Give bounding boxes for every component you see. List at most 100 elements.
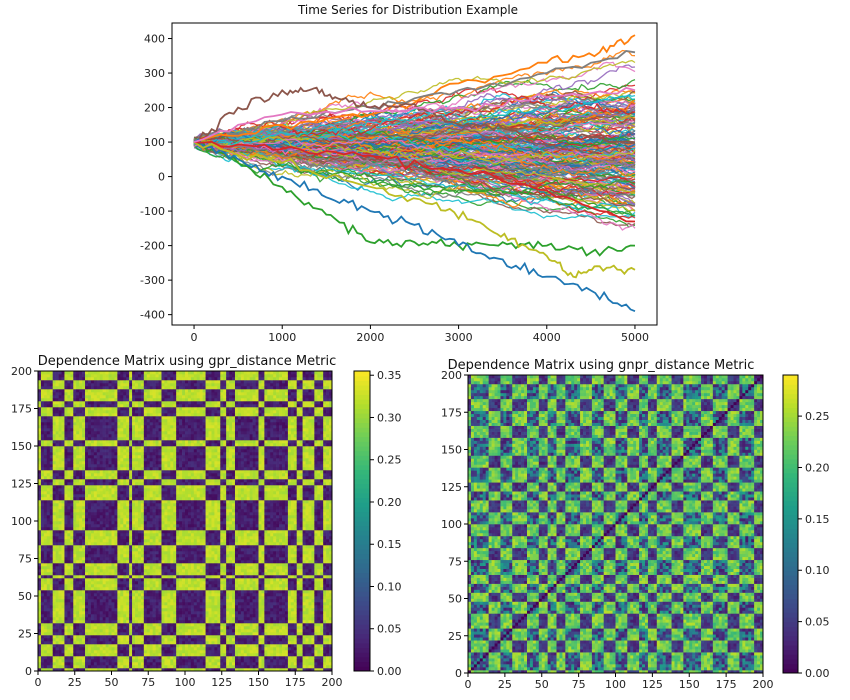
heatmap-cell [149, 404, 153, 408]
heatmap-cell [126, 656, 130, 660]
heatmap-cell [61, 521, 65, 525]
heatmap-cell [146, 431, 151, 435]
heatmap-cell [79, 476, 83, 480]
heatmap-cell [102, 428, 106, 432]
heatmap-cell [140, 593, 145, 597]
heatmap-cell [38, 497, 42, 501]
heatmap-cell [85, 608, 89, 612]
heatmap-cell [173, 656, 177, 660]
heatmap-cell [129, 389, 133, 393]
heatmap-cell [176, 638, 180, 642]
heatmap-cell [173, 443, 177, 447]
heatmap-cell [55, 608, 59, 612]
heatmap-cell [126, 632, 130, 636]
heatmap-cell [114, 635, 118, 639]
heatmap-cell [143, 428, 148, 432]
heatmap-cell [129, 617, 133, 621]
heatmap-cell [102, 398, 106, 402]
heatmap-cell [87, 575, 92, 579]
heatmap-cell [173, 464, 177, 468]
heatmap-cell [146, 485, 151, 489]
heatmap-cell [173, 587, 177, 591]
heatmap-cell [117, 518, 121, 522]
heatmap-cell [152, 599, 156, 603]
heatmap-cell [105, 620, 109, 624]
heatmap-cell [135, 593, 139, 597]
heatmap-cell [135, 425, 139, 429]
heatmap-cell [120, 656, 124, 660]
heatmap-cell [117, 416, 121, 420]
heatmap-cell [70, 530, 74, 534]
heatmap-cell [126, 587, 130, 591]
heatmap-cell [152, 557, 156, 561]
heatmap-cell [105, 488, 109, 492]
heatmap-cell [143, 455, 148, 459]
heatmap-cell [129, 629, 133, 633]
heatmap-cell [67, 473, 71, 477]
heatmap-cell [70, 506, 74, 510]
heatmap-cell [93, 527, 98, 531]
heatmap-cell [46, 389, 51, 393]
heatmap-cell [132, 377, 136, 381]
heatmap-cell [173, 518, 177, 522]
heatmap-cell [52, 500, 56, 504]
heatmap-cell [161, 533, 165, 537]
heatmap-cell [82, 626, 86, 630]
heatmap-cell [173, 596, 177, 600]
heatmap-cell [87, 413, 92, 417]
heatmap-cell [49, 596, 53, 600]
heatmap-cell [93, 410, 98, 414]
heatmap-cell [114, 473, 118, 477]
heatmap-cell [161, 665, 165, 669]
heatmap-cell [40, 377, 45, 381]
heatmap-cell [111, 548, 115, 552]
heatmap-cell [152, 527, 156, 531]
heatmap-cell [46, 554, 51, 558]
heatmap-cell [76, 557, 80, 561]
heatmap-cell [70, 545, 74, 549]
heatmap-cell [93, 500, 98, 504]
heatmap-cell [137, 515, 142, 519]
heatmap-cell [105, 467, 109, 471]
heatmap-cell [164, 563, 168, 567]
heatmap-cell [114, 527, 118, 531]
heatmap-cell [52, 581, 56, 585]
heatmap-cell [164, 635, 168, 639]
heatmap-cell [105, 386, 109, 390]
heatmap-cell [117, 461, 121, 465]
heatmap-cell [64, 644, 68, 648]
heatmap-cell [167, 500, 171, 504]
heatmap-cell [52, 413, 56, 417]
heatmap-cell [79, 527, 83, 531]
heatmap-cell [93, 548, 98, 552]
heatmap-cell [58, 485, 62, 489]
heatmap-cell [108, 482, 112, 486]
heatmap-cell [52, 431, 56, 435]
heatmap-cell [87, 647, 92, 651]
heatmap-cell [40, 530, 45, 534]
heatmap-cell [96, 569, 101, 573]
heatmap-cell [67, 419, 71, 423]
heatmap-cell [70, 617, 74, 621]
heatmap-cell [46, 530, 51, 534]
heatmap-cell [117, 500, 121, 504]
heatmap-cell [46, 587, 51, 591]
heatmap-cell [105, 527, 109, 531]
heatmap-cell [61, 584, 65, 588]
heatmap-cell [38, 389, 42, 393]
heatmap-cell [161, 605, 165, 609]
heatmap-cell [158, 533, 162, 537]
heatmap-cell [108, 461, 112, 465]
heatmap-cell [55, 521, 59, 525]
heatmap-cell [117, 632, 121, 636]
heatmap-cell [173, 494, 177, 498]
heatmap-cell [129, 446, 133, 450]
heatmap-cell [123, 650, 127, 654]
heatmap-cell [93, 641, 98, 645]
heatmap-cell [49, 548, 53, 552]
heatmap-cell [90, 383, 95, 387]
heatmap-cell [161, 563, 165, 567]
heatmap-cell [164, 470, 168, 474]
heatmap-cell [52, 632, 56, 636]
heatmap-cell [52, 422, 56, 426]
